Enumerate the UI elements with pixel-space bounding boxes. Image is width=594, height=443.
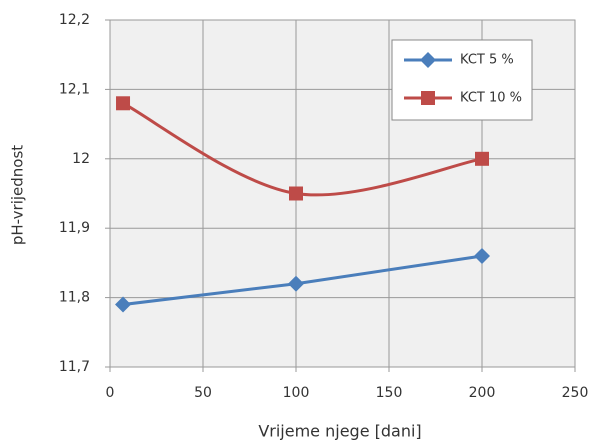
- marker: [475, 151, 489, 166]
- marker: [115, 296, 132, 313]
- y-tick-label: 12,2: [59, 12, 90, 28]
- y-axis-title: pH-vrijednost: [9, 145, 27, 245]
- x-tick-label: 0: [106, 385, 115, 401]
- marker: [420, 52, 436, 68]
- legend-label: KCT 5 %: [460, 53, 514, 68]
- marker: [288, 275, 304, 292]
- marker: [116, 96, 131, 111]
- x-axis-title: Vrijeme njege [dani]: [258, 422, 421, 441]
- x-tick-label: 50: [194, 385, 212, 401]
- y-tick-label: 11,8: [59, 290, 90, 306]
- marker: [474, 247, 490, 264]
- y-tick-label: 12: [72, 151, 90, 167]
- legend-label: KCT 10 %: [460, 91, 522, 106]
- marker: [289, 186, 303, 201]
- y-tick-label: 11,9: [59, 220, 90, 236]
- marker: [421, 91, 435, 105]
- legend: [391, 39, 533, 121]
- x-tick-label: 200: [469, 385, 496, 401]
- x-tick-label: 100: [283, 385, 310, 401]
- x-tick-label: 150: [376, 385, 403, 401]
- y-tick-label: 11,7: [59, 359, 90, 375]
- y-tick-label: 12,1: [59, 81, 90, 97]
- x-tick-label: 250: [562, 385, 589, 401]
